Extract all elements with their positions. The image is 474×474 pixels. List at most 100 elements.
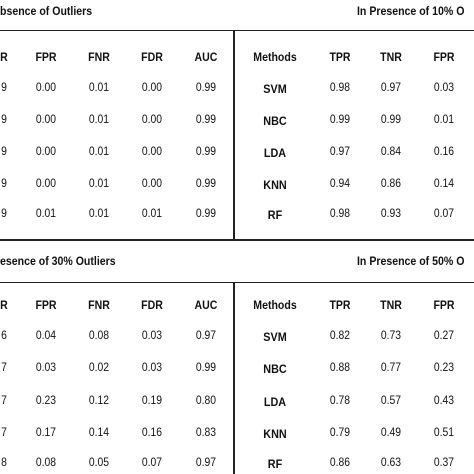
bottom-rule-upper bbox=[0, 282, 474, 283]
table-cell: 9 bbox=[1, 208, 7, 220]
top-rule-lower bbox=[0, 239, 474, 241]
table-cell: 0.23 bbox=[433, 362, 455, 374]
bottom-divider bbox=[233, 282, 235, 474]
table-cell: 0.07 bbox=[141, 457, 163, 469]
bottom-right-header-tnr: TNR bbox=[380, 298, 402, 312]
table-cell: 0.03 bbox=[141, 362, 163, 374]
method-name: NBC bbox=[263, 362, 287, 376]
table-cell: 0.77 bbox=[380, 362, 402, 374]
table-cell: 0.01 bbox=[35, 208, 57, 220]
table-cell: 0.80 bbox=[195, 395, 217, 407]
table-cell: 0.78 bbox=[329, 395, 351, 407]
top-left-header-auc: AUC bbox=[194, 50, 218, 64]
table-cell: 0.86 bbox=[380, 178, 402, 190]
table-cell: 0.07 bbox=[433, 208, 455, 220]
table-cell: 0.17 bbox=[35, 427, 57, 439]
method-name: SVM bbox=[263, 330, 287, 344]
method-name: RF bbox=[267, 457, 283, 471]
bottom-left-header-fdr: FDR bbox=[141, 298, 163, 312]
bottom-right-caption: In Presence of 50% O bbox=[357, 254, 465, 268]
table-cell: 0.99 bbox=[195, 82, 217, 94]
top-left-header-fnr: FNR bbox=[88, 50, 110, 64]
table-cell: 0.00 bbox=[141, 178, 163, 190]
table-cell: 0.05 bbox=[88, 457, 110, 469]
table-cell: 0.97 bbox=[380, 82, 402, 94]
table-cell: 0.19 bbox=[141, 395, 163, 407]
bottom-right-header-fpr: FPR bbox=[433, 298, 455, 312]
table-cell: 7 bbox=[1, 395, 7, 407]
table-cell: 0.23 bbox=[35, 395, 57, 407]
table-cell: 0.00 bbox=[35, 178, 57, 190]
method-name: LDA bbox=[263, 146, 287, 160]
table-cell: 0.83 bbox=[195, 427, 217, 439]
table-cell: 9 bbox=[1, 178, 7, 190]
table-cell: 0.08 bbox=[35, 457, 57, 469]
table-cell: 0.99 bbox=[329, 114, 351, 126]
table-cell: 0.00 bbox=[141, 114, 163, 126]
table-cell: 0.01 bbox=[141, 208, 163, 220]
table-cell: 0.00 bbox=[141, 82, 163, 94]
method-name: LDA bbox=[263, 395, 287, 409]
table-cell: 0.99 bbox=[195, 146, 217, 158]
table-cell: 0.27 bbox=[433, 330, 455, 342]
table-cell: 9 bbox=[1, 82, 7, 94]
table-cell: 0.02 bbox=[88, 362, 110, 374]
bottom-left-caption: esence of 30% Outliers bbox=[0, 254, 116, 268]
table-cell: 0.08 bbox=[88, 330, 110, 342]
table-cell: 0.16 bbox=[433, 146, 455, 158]
table-cell: 0.97 bbox=[195, 330, 217, 342]
top-right-caption: In Presence of 10% O bbox=[357, 4, 465, 18]
top-left-header-fpr: FPR bbox=[35, 50, 57, 64]
table-cell: 0.99 bbox=[195, 178, 217, 190]
method-name: RF bbox=[267, 208, 283, 222]
method-name: SVM bbox=[263, 82, 287, 96]
table-cell: 0.94 bbox=[329, 178, 351, 190]
bottom-left-header-auc: AUC bbox=[194, 298, 218, 312]
top-right-header-methods: Methods bbox=[253, 50, 297, 64]
table-cell: 0.93 bbox=[380, 208, 402, 220]
table-cell: 0.01 bbox=[88, 82, 110, 94]
table-cell: 0.01 bbox=[88, 146, 110, 158]
top-left-header-r: R bbox=[0, 50, 8, 64]
table-cell: 0.04 bbox=[35, 330, 57, 342]
table-cell: 0.51 bbox=[433, 427, 455, 439]
table-cell: 0.43 bbox=[433, 395, 455, 407]
top-right-header-fpr: FPR bbox=[433, 50, 455, 64]
top-left-header-fdr: FDR bbox=[141, 50, 163, 64]
method-name: NBC bbox=[263, 114, 287, 128]
table-cell: 0.88 bbox=[329, 362, 351, 374]
table-cell: 0.49 bbox=[380, 427, 402, 439]
table-cell: 0.00 bbox=[35, 146, 57, 158]
table-cell: 0.99 bbox=[195, 114, 217, 126]
table-cell: 0.97 bbox=[195, 457, 217, 469]
table-cell: 6 bbox=[1, 330, 7, 342]
table-cell: 0.99 bbox=[380, 114, 402, 126]
bottom-right-header-methods: Methods bbox=[253, 298, 297, 312]
method-name: KNN bbox=[263, 178, 287, 192]
table-cell: 0.03 bbox=[141, 330, 163, 342]
table-cell: 0.86 bbox=[329, 457, 351, 469]
table-cell: 0.12 bbox=[88, 395, 110, 407]
top-right-header-tnr: TNR bbox=[380, 50, 402, 64]
table-cell: 0.99 bbox=[195, 362, 217, 374]
table-cell: 0.14 bbox=[433, 178, 455, 190]
table-cell: 0.98 bbox=[329, 208, 351, 220]
bottom-right-header-tpr: TPR bbox=[329, 298, 351, 312]
bottom-left-header-r: R bbox=[0, 298, 8, 312]
table-cell: 0.99 bbox=[195, 208, 217, 220]
table-cell: 0.01 bbox=[88, 208, 110, 220]
table-cell: 0.73 bbox=[380, 330, 402, 342]
table-cell: 9 bbox=[1, 114, 7, 126]
table-cell: 0.16 bbox=[141, 427, 163, 439]
table-cell: 9 bbox=[1, 146, 7, 158]
top-rule-upper bbox=[0, 30, 474, 31]
table-cell: 0.98 bbox=[329, 82, 351, 94]
top-right-header-tpr: TPR bbox=[329, 50, 351, 64]
table-cell: 0.14 bbox=[88, 427, 110, 439]
table-cell: 7 bbox=[1, 362, 7, 374]
table-cell: 0.03 bbox=[35, 362, 57, 374]
table-cell: 0.01 bbox=[88, 114, 110, 126]
bottom-left-header-fpr: FPR bbox=[35, 298, 57, 312]
table-cell: 0.63 bbox=[380, 457, 402, 469]
table-cell: 0.01 bbox=[433, 114, 455, 126]
